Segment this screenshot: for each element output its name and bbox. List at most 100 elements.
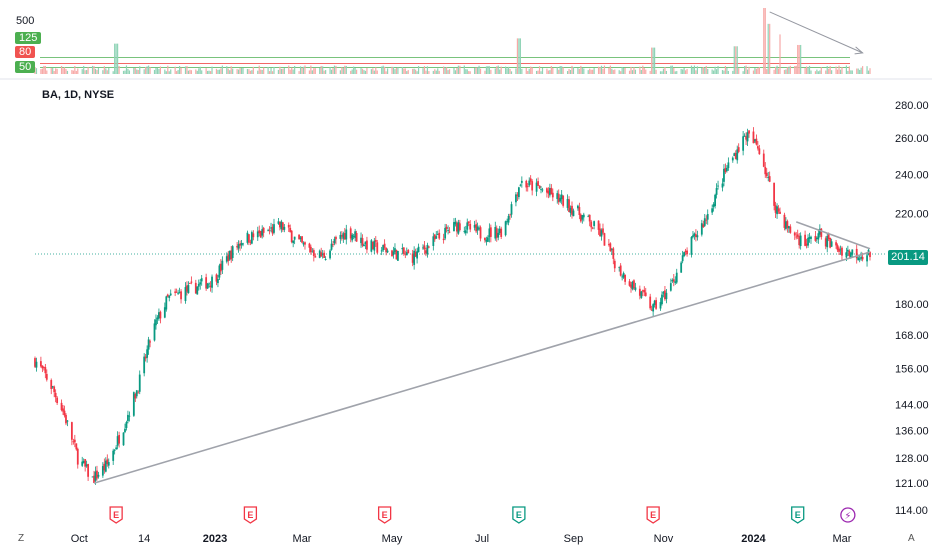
candle — [373, 237, 376, 254]
volume-bar — [341, 67, 343, 74]
candle — [76, 447, 79, 469]
candle — [411, 249, 414, 267]
candle — [45, 369, 48, 382]
earnings-event-icon[interactable]: E — [109, 506, 123, 524]
earnings-event-icon[interactable]: E — [243, 506, 258, 524]
volume-bar — [800, 44, 802, 74]
volume-bar — [847, 70, 849, 74]
candle — [484, 237, 486, 243]
x-tick-label: Mar — [832, 533, 851, 545]
volume-bar — [587, 70, 589, 74]
candle — [159, 310, 162, 324]
candle — [758, 144, 761, 155]
candle — [581, 214, 584, 224]
x-tick-label: Oct — [71, 533, 88, 545]
volume-trendline[interactable] — [769, 11, 863, 54]
volume-bar — [258, 65, 260, 74]
volume-bar — [291, 67, 293, 74]
candle — [82, 458, 85, 464]
volume-bar — [850, 70, 852, 74]
volume-bar — [386, 68, 389, 74]
volume-bar — [769, 23, 771, 74]
volume-bar — [547, 70, 549, 74]
candle — [804, 230, 806, 247]
candle — [593, 220, 596, 230]
candle — [734, 150, 737, 160]
candle — [445, 224, 448, 233]
y-tick-label: 220.00 — [895, 209, 929, 221]
volume-bar — [240, 67, 243, 74]
volume-bar — [671, 65, 673, 74]
trendlines[interactable] — [93, 221, 871, 484]
volume-bar — [457, 65, 460, 74]
volume-bar — [108, 68, 110, 74]
candle — [304, 241, 306, 250]
svg-text:E: E — [516, 510, 522, 520]
volume-bar — [786, 67, 788, 74]
earnings-event-icon[interactable]: E — [377, 506, 392, 524]
candle — [72, 438, 75, 445]
candle — [640, 290, 643, 299]
volume-bar — [360, 68, 362, 74]
volume-bar — [137, 69, 139, 74]
volume-bar — [128, 70, 131, 74]
candle — [112, 448, 115, 465]
volume-bar — [40, 69, 42, 74]
volume-bar — [819, 70, 821, 74]
volume-bar — [566, 71, 569, 74]
earnings-event-icon[interactable]: E — [791, 506, 805, 524]
candle — [571, 201, 573, 219]
candle — [768, 171, 771, 183]
volume-bar — [639, 66, 641, 74]
volume-bar — [329, 67, 331, 74]
candle — [128, 411, 131, 422]
candle — [351, 233, 354, 243]
candle — [447, 225, 449, 235]
zoom-reset-button[interactable]: Z — [18, 533, 25, 544]
volume-bar — [320, 65, 322, 74]
volume-bar — [581, 67, 583, 74]
candle — [268, 226, 271, 235]
candle — [218, 263, 221, 281]
candle — [559, 194, 562, 204]
volume-bar — [363, 70, 365, 74]
candle — [81, 456, 84, 468]
candle — [407, 248, 410, 254]
candle — [498, 225, 501, 235]
trendline[interactable] — [795, 221, 871, 250]
volume-bar — [541, 67, 544, 74]
volume-bar — [158, 69, 160, 74]
candle — [401, 243, 404, 255]
volume-bar — [106, 70, 108, 74]
dividend-event-icon[interactable]: ⚡ — [840, 507, 856, 523]
earnings-event-icon[interactable]: E — [646, 506, 660, 524]
candle — [256, 226, 259, 241]
volume-bar — [630, 66, 632, 74]
volume-bar — [397, 67, 399, 74]
volume-bar — [825, 70, 827, 74]
volume-bar — [149, 67, 151, 74]
candle — [599, 223, 601, 237]
volume-bar — [282, 68, 284, 74]
volume-level-3: 50 — [15, 61, 36, 73]
candle — [132, 391, 135, 417]
candle — [612, 246, 615, 265]
volume-bar — [676, 71, 678, 74]
candle — [219, 259, 222, 275]
volume-bar — [774, 66, 777, 74]
earnings-event-icon[interactable]: E — [512, 506, 526, 524]
volume-bar — [711, 69, 713, 74]
candle — [453, 218, 455, 232]
volume-bar — [288, 65, 290, 74]
candle — [659, 297, 662, 311]
volume-bar — [866, 66, 868, 74]
volume-bar — [145, 67, 147, 74]
auto-scale-button[interactable]: A — [908, 533, 915, 544]
trendline[interactable] — [93, 251, 871, 484]
volume-bar — [690, 65, 693, 74]
candle — [529, 175, 532, 185]
volume-bar — [614, 69, 616, 74]
volume-bar — [820, 67, 822, 74]
volume-bar — [814, 71, 817, 74]
